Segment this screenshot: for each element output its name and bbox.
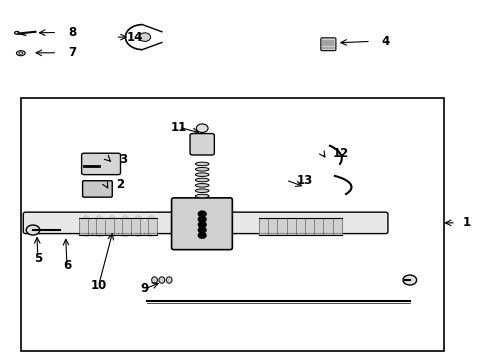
Ellipse shape: [195, 194, 208, 198]
Text: 13: 13: [296, 174, 312, 186]
FancyBboxPatch shape: [23, 212, 179, 234]
Ellipse shape: [195, 167, 208, 171]
FancyBboxPatch shape: [82, 181, 112, 197]
Text: 14: 14: [126, 31, 142, 44]
FancyBboxPatch shape: [227, 212, 387, 234]
Text: 8: 8: [68, 26, 76, 39]
Ellipse shape: [151, 277, 157, 283]
Circle shape: [402, 275, 416, 285]
Text: 4: 4: [381, 35, 389, 48]
FancyBboxPatch shape: [190, 134, 214, 155]
Ellipse shape: [166, 277, 172, 283]
Circle shape: [26, 225, 40, 235]
Ellipse shape: [159, 277, 164, 283]
FancyBboxPatch shape: [320, 38, 335, 51]
Ellipse shape: [195, 178, 208, 182]
Text: 12: 12: [332, 147, 348, 160]
Text: 11: 11: [170, 121, 186, 134]
Text: 9: 9: [141, 283, 149, 296]
Ellipse shape: [195, 173, 208, 176]
Circle shape: [198, 233, 205, 238]
Ellipse shape: [195, 184, 208, 187]
Circle shape: [198, 211, 205, 217]
Text: 6: 6: [63, 259, 71, 272]
Bar: [21, 98, 443, 351]
Text: 1: 1: [462, 216, 470, 229]
Ellipse shape: [195, 189, 208, 193]
Ellipse shape: [19, 52, 23, 54]
Text: 3: 3: [119, 153, 127, 166]
FancyBboxPatch shape: [81, 153, 120, 175]
Circle shape: [139, 33, 150, 41]
Text: 2: 2: [116, 178, 124, 191]
Ellipse shape: [17, 51, 25, 56]
Circle shape: [198, 216, 205, 222]
Text: 7: 7: [68, 46, 76, 59]
Text: 5: 5: [34, 252, 42, 265]
Ellipse shape: [15, 31, 20, 34]
Circle shape: [198, 222, 205, 228]
FancyBboxPatch shape: [171, 198, 232, 249]
Circle shape: [196, 124, 207, 132]
Text: 10: 10: [90, 279, 106, 292]
Ellipse shape: [195, 162, 208, 166]
Circle shape: [198, 227, 205, 233]
